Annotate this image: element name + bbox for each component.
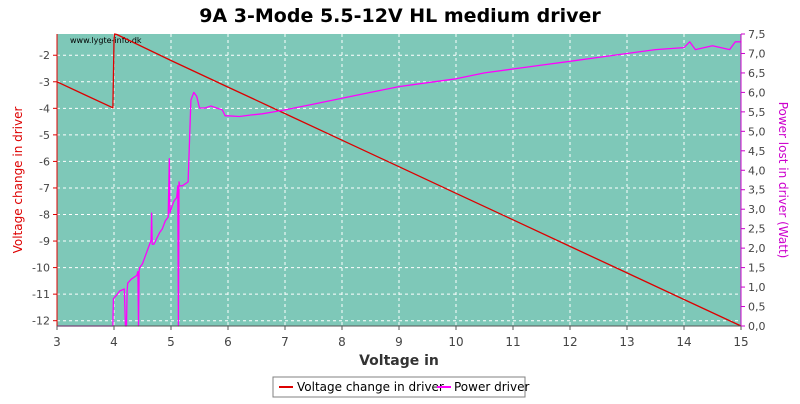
- chart-title: 9A 3-Mode 5.5-12V HL medium driver: [199, 5, 601, 27]
- y-left-tick-label: -3: [39, 76, 50, 89]
- series-line-voltage: [56, 33, 742, 327]
- legend: Voltage change in driver Power driver: [272, 376, 529, 398]
- y-right-tick-label: 6,0: [748, 86, 766, 99]
- y-left-tick-label: -12: [32, 315, 50, 328]
- x-tick-label: 11: [505, 335, 520, 349]
- y-left-tick-label: -6: [39, 155, 50, 168]
- y-left-axis-label: Voltage change in driver: [11, 107, 25, 254]
- y-right-tick-label: 1,5: [748, 262, 766, 275]
- y-left-tick-label: -7: [39, 182, 50, 195]
- x-tick-label: 9: [395, 335, 403, 349]
- y-right-tick-label: 2,0: [748, 242, 766, 255]
- y-right-axis-ticks: 0,0 0,5 1,0 1,5 2,0 2,5 3,0 3,5 4,0 4,5 5,0 5,5 6,0 6…: [741, 28, 766, 333]
- y-right-tick-label: 5,5: [748, 106, 766, 119]
- series-line-power: [57, 41, 741, 327]
- x-tick-label: 8: [338, 335, 346, 349]
- y-left-tick-label: -5: [39, 129, 50, 142]
- y-right-tick-label: 7,5: [748, 28, 766, 41]
- y-right-tick-label: 7,0: [748, 47, 766, 60]
- y-right-tick-label: 2,5: [748, 223, 766, 236]
- y-left-tick-label: -9: [39, 235, 50, 248]
- y-right-tick-label: 0,0: [748, 320, 766, 333]
- x-tick-label: 7: [281, 335, 289, 349]
- legend-box: [272, 376, 526, 398]
- x-axis-ticks: 3 4 5 6 7 8 9 10 11 12 13 14 15: [53, 326, 749, 349]
- y-right-tick-label: 4,0: [748, 164, 766, 177]
- x-tick-label: 12: [562, 335, 577, 349]
- y-right-tick-label: 3,5: [748, 184, 766, 197]
- y-left-tick-label: -8: [39, 209, 50, 222]
- x-tick-label: 10: [448, 335, 463, 349]
- legend-label-voltage: Voltage change in driver: [297, 380, 444, 394]
- legend-label-power: Power driver: [454, 380, 529, 394]
- y-left-tick-label: -11: [32, 288, 50, 301]
- y-left-tick-label: -2: [39, 49, 50, 62]
- grid-lines: [57, 34, 741, 326]
- y-right-tick-label: 0,5: [748, 301, 766, 314]
- y-left-tick-label: -10: [32, 262, 50, 275]
- y-left-axis-ticks: -2 -3 -4 -5 -6 -7 -8 -9 -10 -11 -12: [32, 49, 57, 328]
- y-right-axis-label: Power lost in driver (Watt): [776, 102, 790, 259]
- series-lines: [56, 33, 742, 327]
- x-tick-label: 6: [224, 335, 232, 349]
- y-left-tick-label: -4: [39, 102, 50, 115]
- y-right-tick-label: 6,5: [748, 67, 766, 80]
- y-right-tick-label: 1,0: [748, 281, 766, 294]
- x-tick-label: 4: [110, 335, 118, 349]
- x-tick-label: 13: [619, 335, 634, 349]
- x-tick-label: 14: [676, 335, 691, 349]
- x-axis-label: Voltage in: [359, 353, 439, 369]
- y-right-tick-label: 3,0: [748, 203, 766, 216]
- watermark: www.lygte-info.dk: [70, 36, 142, 45]
- x-tick-label: 5: [167, 335, 175, 349]
- y-right-tick-label: 5,0: [748, 125, 766, 138]
- x-tick-label: 15: [733, 335, 748, 349]
- x-tick-label: 3: [53, 335, 61, 349]
- y-right-tick-label: 4,5: [748, 145, 766, 158]
